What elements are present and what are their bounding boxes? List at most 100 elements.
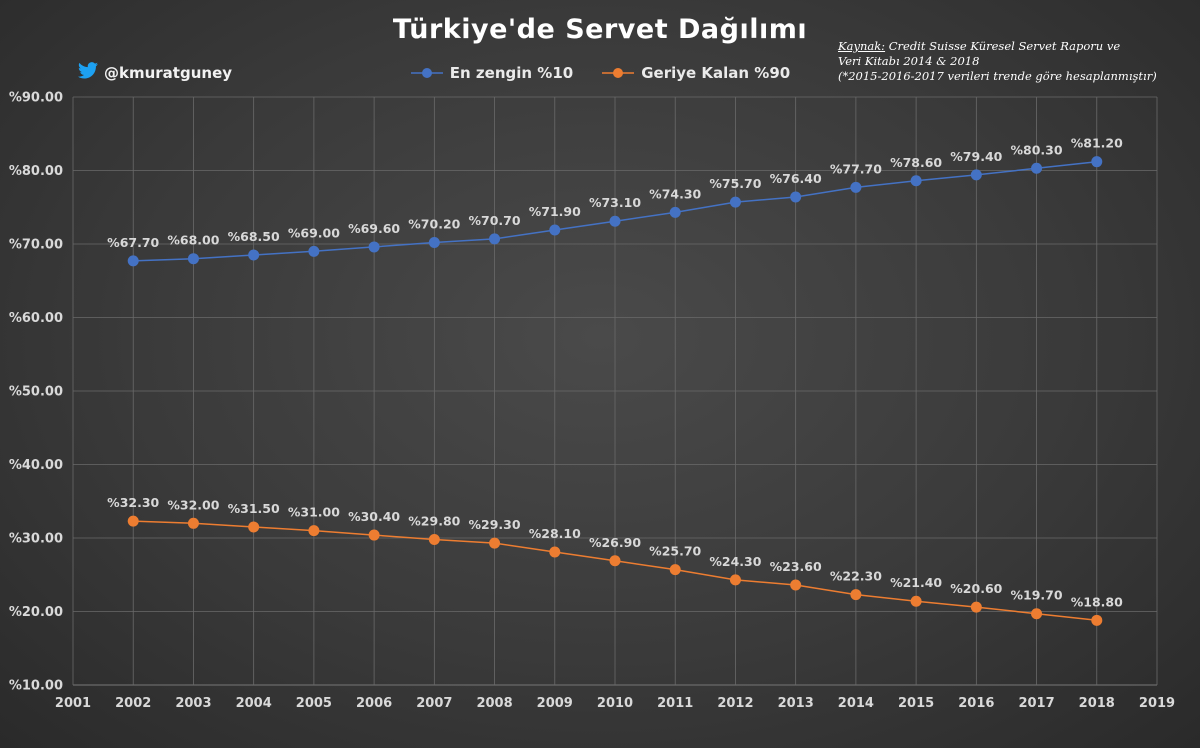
data-label: %70.70 (469, 213, 521, 228)
data-label: %81.20 (1071, 136, 1123, 151)
data-point (187, 517, 199, 529)
source-note: Kaynak: Credit Suisse Küresel Servet Rap… (838, 39, 1188, 84)
data-point (428, 533, 440, 545)
data-label: %79.40 (950, 149, 1002, 164)
data-label: %75.70 (709, 176, 761, 191)
x-tick-label: 2013 (778, 696, 814, 711)
data-point (609, 215, 621, 227)
data-point (549, 546, 561, 558)
data-label: %73.10 (589, 195, 641, 210)
y-tick-label: %20.00 (9, 605, 63, 620)
y-tick-label: %70.00 (9, 238, 63, 253)
x-tick-label: 2001 (55, 696, 91, 711)
data-point (669, 564, 681, 576)
legend-marker-orange-icon (602, 68, 635, 78)
data-point (910, 595, 922, 607)
x-tick-label: 2019 (1139, 696, 1175, 711)
data-point (669, 206, 681, 218)
data-label: %28.10 (529, 526, 581, 541)
data-label: %77.70 (830, 161, 882, 176)
data-label: %32.00 (167, 497, 219, 512)
x-tick-label: 2002 (115, 696, 151, 711)
source-line-3: (*2015-2016-2017 verileri trende göre he… (838, 69, 1157, 83)
x-tick-label: 2011 (657, 696, 693, 711)
x-tick-label: 2006 (356, 696, 392, 711)
x-tick-label: 2014 (838, 696, 874, 711)
data-point (790, 191, 802, 203)
data-point (609, 555, 621, 567)
data-label: %69.60 (348, 221, 400, 236)
y-tick-label: %80.00 (9, 164, 63, 179)
source-line-1: Credit Suisse Küresel Servet Raporu ve (885, 39, 1121, 53)
x-tick-label: 2008 (476, 696, 512, 711)
data-label: %31.50 (228, 501, 280, 516)
data-point (1031, 162, 1043, 174)
data-point (368, 241, 380, 253)
data-point (489, 537, 501, 549)
legend-item-rest90: Geriye Kalan %90 (601, 64, 790, 82)
legend-label-rest90: Geriye Kalan %90 (641, 64, 791, 82)
data-point (970, 169, 982, 181)
data-label: %70.20 (408, 217, 460, 232)
data-point (248, 249, 260, 261)
chart-title: Türkiye'de Servet Dağılımı (392, 14, 808, 45)
x-tick-label: 2009 (537, 696, 573, 711)
data-label: %80.30 (1011, 142, 1063, 157)
data-point (729, 196, 741, 208)
data-label: %19.70 (1011, 588, 1063, 603)
twitter-handle[interactable]: @kmuratguney (78, 62, 232, 83)
legend-marker-blue-icon (410, 68, 443, 78)
data-point (1091, 156, 1103, 168)
data-point (428, 237, 440, 249)
y-tick-label: %40.00 (9, 458, 63, 473)
data-label: %76.40 (770, 171, 822, 186)
data-point (489, 233, 501, 245)
x-tick-label: 2004 (236, 696, 272, 711)
data-label: %21.40 (890, 575, 942, 590)
data-point (127, 255, 139, 267)
twitter-handle-text: @kmuratguney (104, 63, 233, 82)
x-tick-label: 2005 (296, 696, 332, 711)
data-label: %68.00 (167, 233, 219, 248)
data-label: %71.90 (529, 204, 581, 219)
data-label: %78.60 (890, 155, 942, 170)
data-point (790, 579, 802, 591)
data-point (850, 181, 862, 193)
data-point (187, 253, 199, 265)
data-point (127, 515, 139, 527)
data-label: %29.80 (408, 513, 460, 528)
x-tick-label: 2016 (958, 696, 994, 711)
data-label: %20.60 (950, 581, 1002, 596)
y-tick-label: %90.00 (9, 91, 63, 106)
data-label: %74.30 (649, 186, 701, 201)
x-tick-label: 2017 (1018, 696, 1054, 711)
legend-label-top10: En zengin %10 (449, 64, 574, 82)
x-tick-label: 2012 (717, 696, 753, 711)
data-point (970, 601, 982, 613)
data-label: %23.60 (770, 559, 822, 574)
source-line-2: Veri Kitabı 2014 & 2018 (838, 54, 980, 68)
data-label: %67.70 (107, 235, 159, 250)
data-point (850, 589, 862, 601)
data-point (308, 525, 320, 537)
data-label: %31.00 (288, 505, 340, 520)
x-tick-label: 2007 (416, 696, 452, 711)
data-point (549, 224, 561, 236)
data-label: %32.30 (107, 495, 159, 510)
y-tick-label: %30.00 (9, 532, 63, 547)
data-label: %25.70 (649, 544, 701, 559)
x-tick-label: 2003 (175, 696, 211, 711)
data-point (368, 529, 380, 541)
data-label: %69.00 (288, 225, 340, 240)
data-point (248, 521, 260, 533)
data-point (729, 574, 741, 586)
y-tick-label: %60.00 (9, 311, 63, 326)
twitter-bird-icon (78, 62, 98, 83)
data-point (1091, 614, 1103, 626)
legend-item-top10: En zengin %10 (410, 64, 573, 82)
y-tick-label: %10.00 (9, 679, 63, 694)
data-label: %30.40 (348, 509, 400, 524)
source-key: Kaynak: (838, 39, 886, 53)
data-label: %68.50 (228, 229, 280, 244)
